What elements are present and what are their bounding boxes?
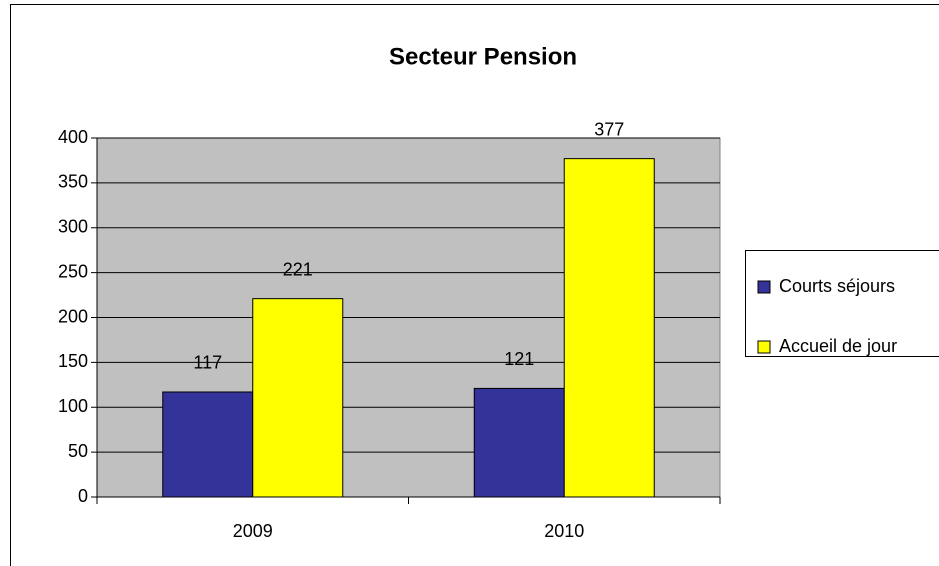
x-tick-label: 2009 — [233, 521, 273, 541]
legend-label: Courts séjours — [779, 276, 895, 296]
y-tick-label: 300 — [58, 217, 88, 237]
legend-swatch — [757, 280, 771, 294]
y-tick-label: 50 — [68, 441, 88, 461]
bar — [252, 298, 344, 498]
y-tick-label: 350 — [58, 172, 88, 192]
chart-title: Secteur Pension — [389, 43, 577, 70]
bar — [162, 391, 254, 498]
data-label: 117 — [193, 353, 222, 373]
data-label: 121 — [504, 349, 534, 369]
data-label: 377 — [594, 119, 624, 139]
y-tick-label: 250 — [58, 261, 88, 281]
legend-swatch — [757, 340, 771, 354]
y-tick-label: 0 — [78, 486, 88, 506]
legend-box — [745, 250, 939, 357]
legend-label: Accueil de jour — [779, 336, 897, 356]
bar — [473, 387, 565, 498]
y-tick-label: 200 — [58, 306, 88, 326]
data-label: 221 — [283, 259, 313, 279]
y-tick-label: 150 — [58, 351, 88, 371]
bar — [563, 158, 655, 498]
y-tick-label: 100 — [58, 396, 88, 416]
y-tick-label: 400 — [58, 127, 88, 147]
x-tick-label: 2010 — [544, 521, 584, 541]
